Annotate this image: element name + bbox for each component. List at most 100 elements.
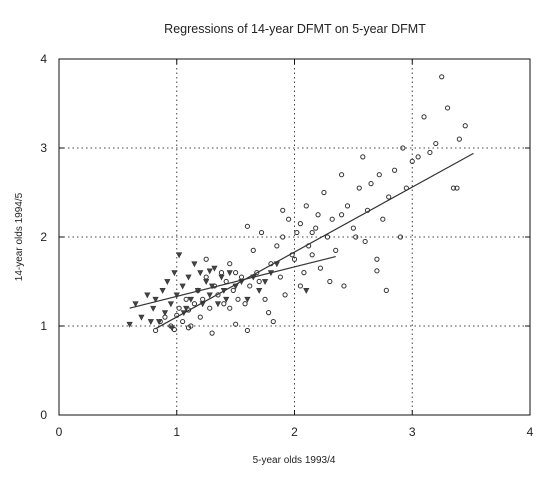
circle-point	[180, 318, 186, 325]
triangle-point	[159, 288, 166, 294]
x-tick-label: 2	[291, 425, 298, 439]
triangle-point	[218, 274, 225, 281]
circle-point	[391, 167, 398, 173]
circle-point	[456, 136, 462, 142]
y-tick-label: 0	[40, 408, 47, 422]
circle-point	[339, 172, 345, 178]
triangle-point	[203, 279, 210, 286]
circle-point	[454, 185, 460, 191]
triangle-point	[126, 321, 133, 328]
circle-point	[376, 172, 382, 178]
triangle-point	[179, 283, 186, 290]
circle-point	[329, 216, 335, 222]
regression-lines	[129, 152, 474, 330]
circle-point	[244, 327, 250, 334]
grid	[59, 59, 530, 415]
triangle-point	[152, 296, 159, 303]
circle-point	[233, 321, 239, 327]
triangle-point	[176, 252, 183, 259]
circle-point	[353, 234, 359, 240]
circle-point	[185, 325, 192, 331]
circle-point	[327, 278, 333, 285]
circle-point	[356, 185, 362, 191]
circle-point	[439, 74, 445, 80]
circle-point	[339, 212, 345, 218]
circle-point	[383, 287, 389, 293]
circle-point	[324, 234, 331, 240]
circle-point	[309, 229, 315, 236]
circle-point	[301, 270, 307, 276]
triangle-point	[132, 301, 139, 308]
triangle-point	[197, 270, 204, 277]
circle-point	[203, 256, 209, 262]
axis-ticks: 0 1 2 3 4 0 1 2 3 4	[40, 52, 533, 439]
triangle-point	[226, 270, 233, 277]
circle-point	[256, 278, 262, 285]
triangle-point	[214, 301, 222, 308]
circle-point	[344, 203, 351, 209]
regression-line	[155, 152, 474, 330]
circle-point	[277, 274, 283, 280]
circle-point	[450, 185, 457, 191]
triangle-point	[168, 325, 176, 332]
circle-point	[250, 247, 256, 253]
triangle-point	[223, 296, 230, 303]
circle-point	[321, 189, 327, 196]
circle-point	[282, 292, 288, 298]
circle-point	[313, 225, 319, 231]
triangle-point	[147, 319, 154, 326]
circle-point	[221, 301, 227, 307]
circle-point	[176, 305, 182, 311]
circle-point	[247, 283, 253, 289]
y-tick-label: 2	[40, 230, 47, 244]
triangle-point	[208, 283, 216, 290]
x-tick-label: 4	[527, 425, 534, 439]
circle-point	[374, 256, 380, 262]
triangle-point	[206, 268, 213, 275]
triangle-point	[187, 296, 194, 303]
triangle-point	[256, 288, 263, 294]
circle-point	[333, 247, 339, 253]
circle-point	[444, 105, 451, 111]
circle-point	[360, 154, 366, 160]
circle-point	[317, 265, 324, 271]
data-points	[126, 74, 468, 336]
circle-point	[309, 252, 315, 258]
circle-point	[238, 274, 245, 280]
circle-point	[286, 216, 292, 222]
circle-point	[400, 145, 406, 151]
triangle-point	[191, 261, 198, 268]
circle-point	[227, 305, 233, 311]
circle-point	[386, 194, 392, 200]
circle-point	[397, 234, 404, 240]
circle-point	[409, 158, 415, 164]
x-tick-label: 3	[409, 425, 416, 439]
x-axis-label: 5-year olds 1993/4	[253, 455, 336, 466]
circle-point	[262, 296, 268, 302]
circle-point	[368, 181, 374, 187]
circle-point	[258, 229, 265, 236]
x-tick-label: 1	[173, 425, 180, 439]
triangle-point	[167, 301, 174, 308]
circle-point	[280, 234, 286, 240]
y-tick-label: 4	[40, 52, 47, 66]
circle-point	[297, 221, 303, 227]
triangle-point	[261, 279, 269, 286]
circle-point	[200, 296, 206, 302]
circle-point	[427, 149, 433, 156]
triangle-point	[155, 319, 163, 326]
circle-point	[374, 268, 380, 274]
circle-point	[362, 238, 368, 245]
circle-point	[233, 270, 239, 276]
circle-point	[270, 318, 276, 325]
circle-point	[341, 283, 347, 289]
circle-point	[265, 310, 272, 316]
triangle-point	[211, 265, 218, 272]
triangle-point	[173, 292, 180, 299]
triangle-point	[150, 305, 157, 312]
triangle-point	[164, 279, 171, 286]
circle-point	[203, 274, 209, 280]
triangle-point	[303, 288, 310, 294]
chart-title: Regressions of 14-year DFMT on 5-year DF…	[164, 22, 426, 36]
